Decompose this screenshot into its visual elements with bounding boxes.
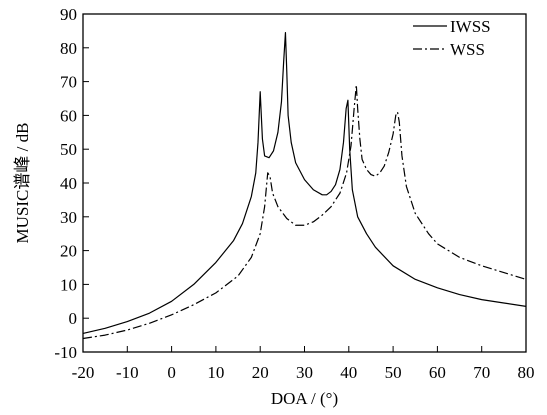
y-tick-label: 30 [60, 208, 77, 227]
x-tick-label: -10 [116, 363, 139, 382]
y-tick-label: 90 [60, 5, 77, 24]
x-axis-title: DOA / (°) [271, 389, 338, 408]
y-tick-label: 50 [60, 140, 77, 159]
x-tick-label: 0 [167, 363, 176, 382]
y-tick-label: -10 [54, 343, 77, 362]
series-layer [82, 31, 527, 340]
y-tick-label: 70 [60, 73, 77, 92]
y-tick-label: 60 [60, 106, 77, 125]
x-tick-label: 20 [252, 363, 269, 382]
y-tick-label: 40 [60, 174, 77, 193]
series-iwss [82, 31, 527, 334]
y-tick-label: 0 [69, 309, 78, 328]
axis-ticks [82, 13, 527, 353]
series-wss [82, 84, 527, 340]
plot-area [82, 13, 527, 353]
x-tick-label: 30 [296, 363, 313, 382]
x-tick-label: 80 [518, 363, 535, 382]
y-tick-label: 20 [60, 242, 77, 261]
series-line-iwss [82, 31, 527, 334]
x-tick-label: 70 [473, 363, 490, 382]
x-tick-label: 50 [385, 363, 402, 382]
x-tick-label: 10 [207, 363, 224, 382]
x-tick-label: 60 [429, 363, 446, 382]
legend-label-wss: WSS [450, 40, 485, 59]
y-tick-label: 80 [60, 39, 77, 58]
legend: IWSS WSS [413, 17, 491, 59]
legend-label-iwss: IWSS [450, 17, 491, 36]
series-line-wss [82, 84, 527, 340]
y-axis-title: MUSIC谱峰 / dB [13, 123, 32, 244]
tick-labels: -20 -10 0 10 20 30 40 50 60 70 80-1001020304050607… [54, 5, 534, 382]
y-tick-label: 10 [60, 275, 77, 294]
x-tick-label: 40 [340, 363, 357, 382]
x-tick-label: -20 [72, 363, 95, 382]
